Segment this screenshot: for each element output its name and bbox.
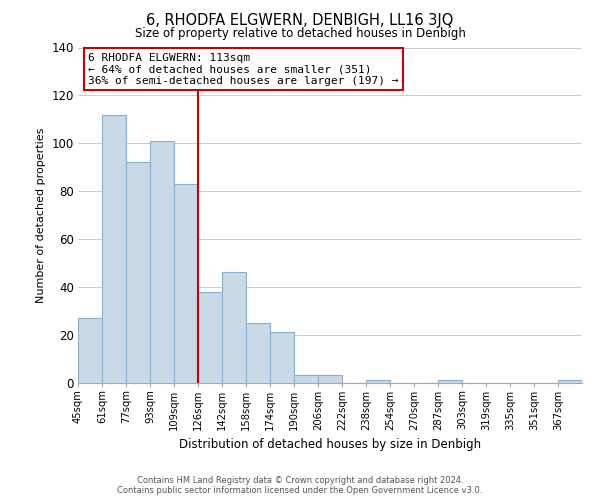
Bar bbox=[174, 184, 198, 382]
Text: Contains HM Land Registry data © Crown copyright and database right 2024.
Contai: Contains HM Land Registry data © Crown c… bbox=[118, 476, 482, 495]
Bar bbox=[270, 332, 294, 382]
Y-axis label: Number of detached properties: Number of detached properties bbox=[36, 128, 46, 302]
Bar bbox=[246, 322, 270, 382]
X-axis label: Distribution of detached houses by size in Denbigh: Distribution of detached houses by size … bbox=[179, 438, 481, 451]
Text: 6 RHODFA ELGWERN: 113sqm
← 64% of detached houses are smaller (351)
36% of semi-: 6 RHODFA ELGWERN: 113sqm ← 64% of detach… bbox=[88, 52, 398, 86]
Text: 6, RHODFA ELGWERN, DENBIGH, LL16 3JQ: 6, RHODFA ELGWERN, DENBIGH, LL16 3JQ bbox=[146, 12, 454, 28]
Bar bbox=[366, 380, 390, 382]
Bar bbox=[318, 376, 342, 382]
Text: Size of property relative to detached houses in Denbigh: Size of property relative to detached ho… bbox=[134, 28, 466, 40]
Bar bbox=[198, 292, 222, 382]
Bar bbox=[222, 272, 246, 382]
Bar bbox=[558, 380, 582, 382]
Bar bbox=[294, 376, 318, 382]
Bar bbox=[438, 380, 462, 382]
Bar bbox=[126, 162, 150, 382]
Bar bbox=[78, 318, 102, 382]
Bar bbox=[150, 141, 174, 382]
Bar bbox=[102, 114, 126, 382]
